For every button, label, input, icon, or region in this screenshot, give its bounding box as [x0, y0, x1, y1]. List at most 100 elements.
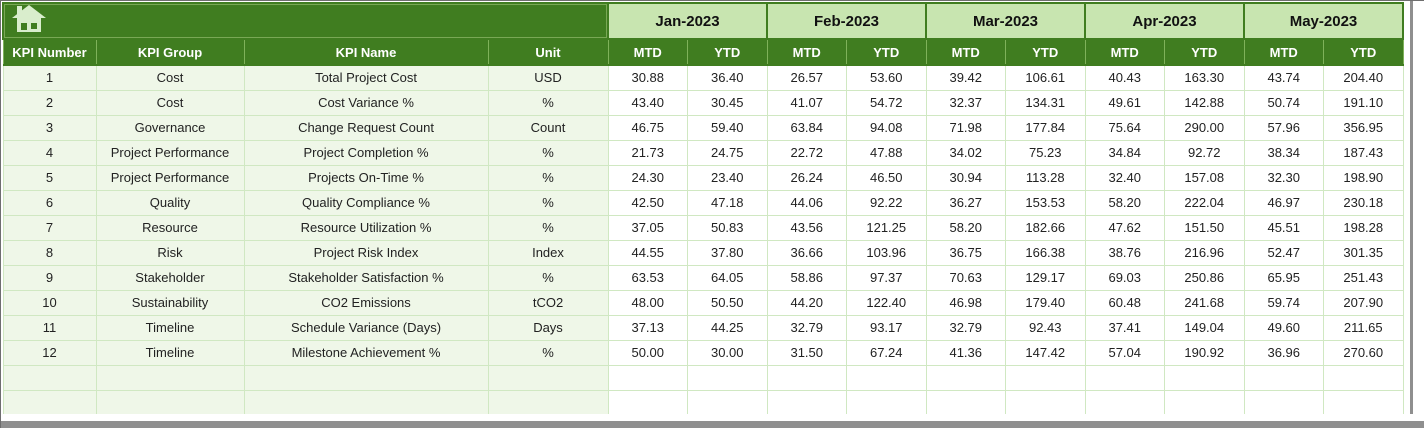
empty-cell[interactable] [925, 389, 1006, 416]
cell-kpi-group[interactable]: Stakeholder [95, 264, 245, 291]
cell-value[interactable]: 49.61 [1084, 89, 1165, 116]
cell-value[interactable]: 46.50 [846, 164, 927, 191]
cell-value[interactable]: 129.17 [1005, 264, 1086, 291]
cell-value[interactable]: 250.86 [1164, 264, 1245, 291]
empty-cell[interactable] [2, 389, 97, 416]
cell-value[interactable]: 163.30 [1164, 64, 1245, 91]
cell-value[interactable]: 46.75 [607, 114, 688, 141]
cell-value[interactable]: 142.88 [1164, 89, 1245, 116]
cell-value[interactable]: 75.23 [1005, 139, 1086, 166]
empty-cell[interactable] [1164, 364, 1245, 391]
cell-kpi-number[interactable]: 11 [2, 314, 97, 341]
empty-cell[interactable] [1084, 389, 1165, 416]
cell-value[interactable]: 47.62 [1084, 214, 1165, 241]
cell-kpi-group[interactable]: Quality [95, 189, 245, 216]
cell-value[interactable]: 290.00 [1164, 114, 1245, 141]
cell-value[interactable]: 32.37 [925, 89, 1006, 116]
cell-kpi-name[interactable]: Total Project Cost [243, 64, 489, 91]
cell-value[interactable]: 50.74 [1243, 89, 1324, 116]
cell-value[interactable]: 92.43 [1005, 314, 1086, 341]
cell-value[interactable]: 153.53 [1005, 189, 1086, 216]
cell-kpi-name[interactable]: Quality Compliance % [243, 189, 489, 216]
cell-value[interactable]: 30.94 [925, 164, 1006, 191]
cell-value[interactable]: 44.25 [687, 314, 768, 341]
cell-value[interactable]: 58.86 [766, 264, 847, 291]
cell-value[interactable]: 70.63 [925, 264, 1006, 291]
cell-value[interactable]: 36.40 [687, 64, 768, 91]
cell-kpi-number[interactable]: 4 [2, 139, 97, 166]
cell-kpi-number[interactable]: 10 [2, 289, 97, 316]
cell-value[interactable]: 44.55 [607, 239, 688, 266]
empty-cell[interactable] [1323, 364, 1404, 391]
cell-value[interactable]: 43.74 [1243, 64, 1324, 91]
empty-cell[interactable] [1084, 364, 1165, 391]
ytd-header[interactable]: YTD [1005, 38, 1086, 66]
cell-value[interactable]: 43.56 [766, 214, 847, 241]
cell-value[interactable]: 58.20 [925, 214, 1006, 241]
cell-value[interactable]: 39.42 [925, 64, 1006, 91]
month-header[interactable]: Apr-2023 [1084, 2, 1245, 40]
cell-kpi-name[interactable]: Projects On-Time % [243, 164, 489, 191]
cell-value[interactable]: 34.02 [925, 139, 1006, 166]
cell-kpi-name[interactable]: Resource Utilization % [243, 214, 489, 241]
cell-value[interactable]: 121.25 [846, 214, 927, 241]
cell-kpi-number[interactable]: 2 [2, 89, 97, 116]
cell-value[interactable]: 270.60 [1323, 339, 1404, 366]
cell-value[interactable]: 60.48 [1084, 289, 1165, 316]
mtd-header[interactable]: MTD [1084, 38, 1165, 66]
cell-value[interactable]: 191.10 [1323, 89, 1404, 116]
cell-value[interactable]: 216.96 [1164, 239, 1245, 266]
kpi-number-header[interactable]: KPI Number [2, 38, 97, 66]
empty-cell[interactable] [766, 364, 847, 391]
cell-value[interactable]: 38.34 [1243, 139, 1324, 166]
cell-value[interactable]: 122.40 [846, 289, 927, 316]
cell-value[interactable]: 92.72 [1164, 139, 1245, 166]
cell-value[interactable]: 41.36 [925, 339, 1006, 366]
cell-kpi-group[interactable]: Timeline [95, 339, 245, 366]
cell-value[interactable]: 241.68 [1164, 289, 1245, 316]
cell-kpi-number[interactable]: 12 [2, 339, 97, 366]
cell-unit[interactable]: % [487, 264, 609, 291]
cell-value[interactable]: 48.00 [607, 289, 688, 316]
cell-value[interactable]: 37.05 [607, 214, 688, 241]
cell-value[interactable]: 57.96 [1243, 114, 1324, 141]
cell-kpi-group[interactable]: Sustainability [95, 289, 245, 316]
cell-kpi-name[interactable]: Project Risk Index [243, 239, 489, 266]
mtd-header[interactable]: MTD [607, 38, 688, 66]
empty-cell[interactable] [1243, 364, 1324, 391]
cell-value[interactable]: 67.24 [846, 339, 927, 366]
cell-value[interactable]: 24.30 [607, 164, 688, 191]
empty-cell[interactable] [243, 389, 489, 416]
cell-kpi-number[interactable]: 3 [2, 114, 97, 141]
cell-value[interactable]: 34.84 [1084, 139, 1165, 166]
empty-cell[interactable] [766, 389, 847, 416]
cell-value[interactable]: 54.72 [846, 89, 927, 116]
empty-cell[interactable] [925, 364, 1006, 391]
cell-value[interactable]: 47.18 [687, 189, 768, 216]
ytd-header[interactable]: YTD [1323, 38, 1404, 66]
cell-value[interactable]: 45.51 [1243, 214, 1324, 241]
empty-cell[interactable] [687, 364, 768, 391]
cell-value[interactable]: 151.50 [1164, 214, 1245, 241]
cell-kpi-name[interactable]: Schedule Variance (Days) [243, 314, 489, 341]
cell-value[interactable]: 97.37 [846, 264, 927, 291]
cell-kpi-group[interactable]: Governance [95, 114, 245, 141]
cell-value[interactable]: 65.95 [1243, 264, 1324, 291]
cell-value[interactable]: 63.84 [766, 114, 847, 141]
cell-value[interactable]: 147.42 [1005, 339, 1086, 366]
empty-cell[interactable] [2, 364, 97, 391]
cell-value[interactable]: 36.75 [925, 239, 1006, 266]
cell-value[interactable]: 36.66 [766, 239, 847, 266]
cell-value[interactable]: 113.28 [1005, 164, 1086, 191]
cell-value[interactable]: 26.24 [766, 164, 847, 191]
cell-value[interactable]: 230.18 [1323, 189, 1404, 216]
cell-value[interactable]: 64.05 [687, 264, 768, 291]
cell-value[interactable]: 75.64 [1084, 114, 1165, 141]
ytd-header[interactable]: YTD [1164, 38, 1245, 66]
cell-value[interactable]: 103.96 [846, 239, 927, 266]
cell-kpi-number[interactable]: 5 [2, 164, 97, 191]
cell-value[interactable]: 30.45 [687, 89, 768, 116]
cell-value[interactable]: 198.90 [1323, 164, 1404, 191]
cell-unit[interactable]: % [487, 339, 609, 366]
empty-cell[interactable] [687, 389, 768, 416]
